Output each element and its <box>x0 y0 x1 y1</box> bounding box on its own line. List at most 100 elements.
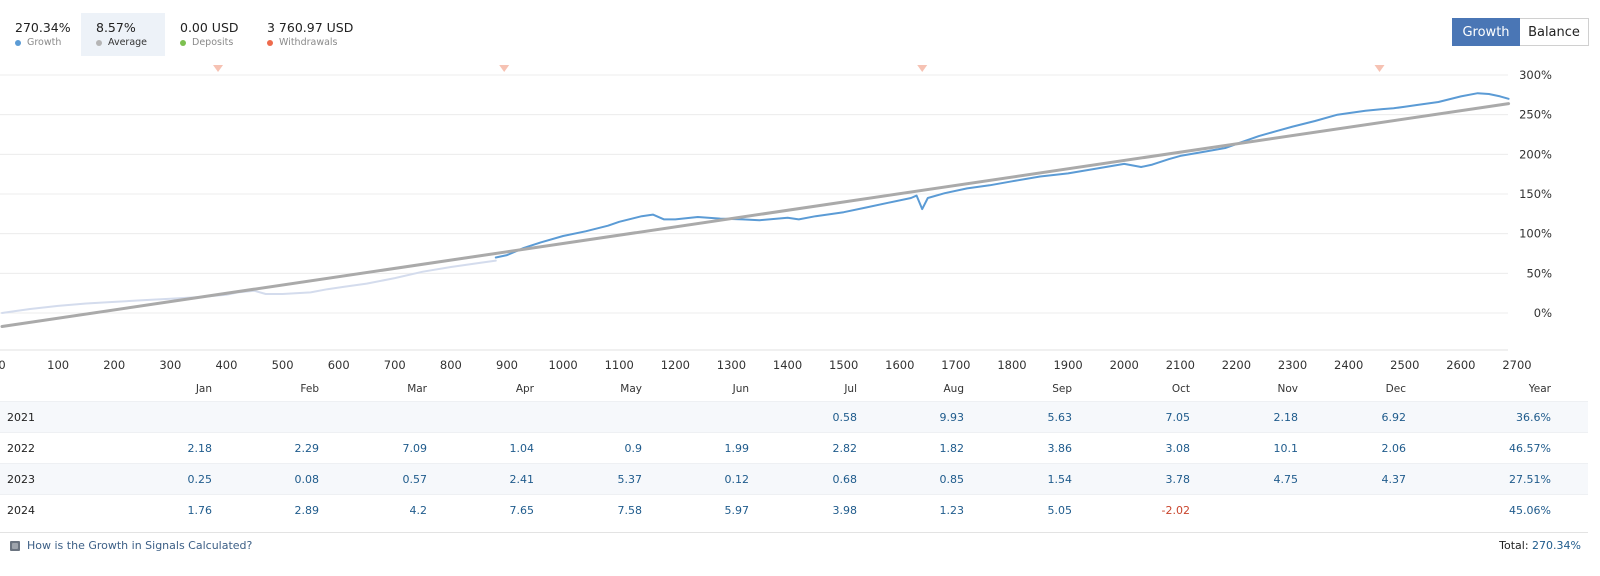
x-tick-label-1500: 1500 <box>829 358 858 372</box>
table-cell-oct: 3.08 <box>1165 442 1191 455</box>
monthly-growth-table: Jan Feb Mar Apr May Jun Jul Aug Sep Oct Nov Dec Year… <box>0 377 1588 525</box>
help-link[interactable]: How is the Growth in Signals Calculated? <box>10 539 252 552</box>
y-tick-label-200: 200% <box>1519 147 1552 161</box>
table-row-year: 2021 <box>7 411 35 424</box>
table-cell-jul: 0.68 <box>832 473 858 486</box>
table-row: 2021 0.58 9.93 5.63 7.05 2.18 6.92 36.6% <box>0 401 1588 432</box>
y-tick-label-50: 50% <box>1526 266 1552 280</box>
x-tick-label-1000: 1000 <box>548 358 577 372</box>
table-cell-year-total: 36.6% <box>1516 411 1551 424</box>
table-cell-apr: 7.65 <box>509 504 535 517</box>
table-cell-jul: 0.58 <box>832 411 858 424</box>
table-cell-oct: 7.05 <box>1165 411 1191 424</box>
table-cell-feb: 2.89 <box>294 504 320 517</box>
table-row: 2023 0.25 0.08 0.57 2.41 5.37 0.12 0.68 0.85 1.54… <box>0 463 1588 494</box>
table-cell-dec: 2.06 <box>1381 442 1407 455</box>
stat-withdrawals[interactable]: 3 760.97 USD Withdrawals <box>252 13 372 56</box>
month-header-dec: Dec <box>1385 383 1406 395</box>
total-label: Total: <box>1499 539 1529 552</box>
table-cell-aug: 1.82 <box>939 442 965 455</box>
table-cell-may: 0.9 <box>624 442 643 455</box>
growth-button[interactable]: Growth <box>1452 18 1520 46</box>
table-cell-sep: 5.63 <box>1047 411 1073 424</box>
table-cell-jun: 5.97 <box>724 504 750 517</box>
table-cell-mar: 7.09 <box>402 442 428 455</box>
table-cell-aug: 0.85 <box>939 473 965 486</box>
x-tick-label-500: 500 <box>272 358 294 372</box>
month-header-nov: Nov <box>1277 383 1299 395</box>
stat-withdrawals-label: Withdrawals <box>279 37 338 48</box>
balance-button[interactable]: Balance <box>1520 18 1589 46</box>
stats-bar: 270.34% Growth 8.57% Average 0.00 USD De… <box>0 13 372 56</box>
month-header-jun: Jun <box>732 383 749 395</box>
table-cell-aug: 9.93 <box>939 411 965 424</box>
month-header-jan: Jan <box>195 383 212 395</box>
series-line-growth-history <box>1 259 497 314</box>
table-cell-oct: -2.02 <box>1161 504 1190 517</box>
help-book-icon <box>10 540 20 551</box>
table-row-year: 2023 <box>7 473 35 486</box>
x-tick-label-1700: 1700 <box>941 358 970 372</box>
table-row-year: 2024 <box>7 504 35 517</box>
month-header-sep: Sep <box>1052 383 1072 395</box>
x-tick-label-400: 400 <box>215 358 237 372</box>
x-tick-label-200: 200 <box>103 358 125 372</box>
table-cell-dec: 6.92 <box>1381 411 1407 424</box>
footer: How is the Growth in Signals Calculated?… <box>0 532 1588 558</box>
table-cell-jul: 3.98 <box>832 504 858 517</box>
x-tick-label-100: 100 <box>47 358 69 372</box>
table-cell-sep: 5.05 <box>1047 504 1073 517</box>
x-tick-label-2500: 2500 <box>1390 358 1419 372</box>
month-header-feb: Feb <box>300 383 319 395</box>
table-cell-feb: 2.29 <box>294 442 320 455</box>
table-cell-mar: 0.57 <box>402 473 428 486</box>
table-cell-year-total: 46.57% <box>1509 442 1551 455</box>
stat-growth-value: 270.34% <box>15 20 71 35</box>
withdrawal-marker-3 <box>1374 65 1385 72</box>
table-cell-nov: 4.75 <box>1273 473 1299 486</box>
table-header-row: Jan Feb Mar Apr May Jun Jul Aug Sep Oct Nov Dec Year <box>0 377 1588 401</box>
month-header-apr: Apr <box>515 383 534 395</box>
stat-average[interactable]: 8.57% Average <box>81 13 165 56</box>
x-tick-label-900: 900 <box>496 358 518 372</box>
x-tick-label-0: 0 <box>0 358 6 372</box>
table-cell-jun: 1.99 <box>724 442 750 455</box>
average-dot-icon <box>96 39 102 46</box>
x-tick-label-300: 300 <box>159 358 181 372</box>
x-tick-label-2200: 2200 <box>1222 358 1251 372</box>
y-tick-label-100: 100% <box>1519 227 1552 241</box>
x-tick-label-2600: 2600 <box>1446 358 1475 372</box>
deposits-dot-icon <box>180 39 186 46</box>
table-cell-aug: 1.23 <box>939 504 965 517</box>
help-link-text[interactable]: How is the Growth in Signals Calculated? <box>27 539 253 552</box>
table-row: 2024 1.76 2.89 4.2 7.65 7.58 5.97 3.98 1.23 5.05 -… <box>0 494 1588 525</box>
stat-average-label: Average <box>108 37 148 48</box>
stat-growth[interactable]: 270.34% Growth <box>0 13 81 56</box>
x-tick-label-2300: 2300 <box>1278 358 1307 372</box>
x-tick-label-800: 800 <box>440 358 462 372</box>
table-row: 2022 2.18 2.29 7.09 1.04 0.9 1.99 2.82 1.82 3.86 3… <box>0 432 1588 463</box>
stat-average-value: 8.57% <box>96 20 136 35</box>
x-tick-label-700: 700 <box>384 358 406 372</box>
x-tick-label-1100: 1100 <box>605 358 634 372</box>
x-tick-label-2100: 2100 <box>1166 358 1195 372</box>
month-header-may: May <box>620 383 642 395</box>
x-tick-label-1900: 1900 <box>1053 358 1082 372</box>
x-tick-label-600: 600 <box>328 358 350 372</box>
table-cell-jan: 2.18 <box>187 442 213 455</box>
stat-deposits[interactable]: 0.00 USD Deposits <box>165 13 252 56</box>
growth-chart: 0% 50% 100% 150% 200% 250% 300% 0 100 200 300 400 50… <box>0 65 1552 372</box>
withdrawals-dot-icon <box>267 39 273 46</box>
x-tick-label-2000: 2000 <box>1110 358 1139 372</box>
table-cell-jun: 0.12 <box>724 473 750 486</box>
stat-deposits-label: Deposits <box>192 37 234 48</box>
table-cell-oct: 3.78 <box>1165 473 1191 486</box>
chart-mode-toggle: Growth Balance <box>1452 18 1589 46</box>
table-row-year: 2022 <box>7 442 35 455</box>
x-tick-label-1600: 1600 <box>885 358 914 372</box>
month-header-oct: Oct <box>1171 383 1190 395</box>
table-cell-mar: 4.2 <box>409 504 428 517</box>
x-tick-label-2700: 2700 <box>1502 358 1531 372</box>
table-cell-apr: 2.41 <box>509 473 535 486</box>
table-cell-jan: 1.76 <box>187 504 213 517</box>
